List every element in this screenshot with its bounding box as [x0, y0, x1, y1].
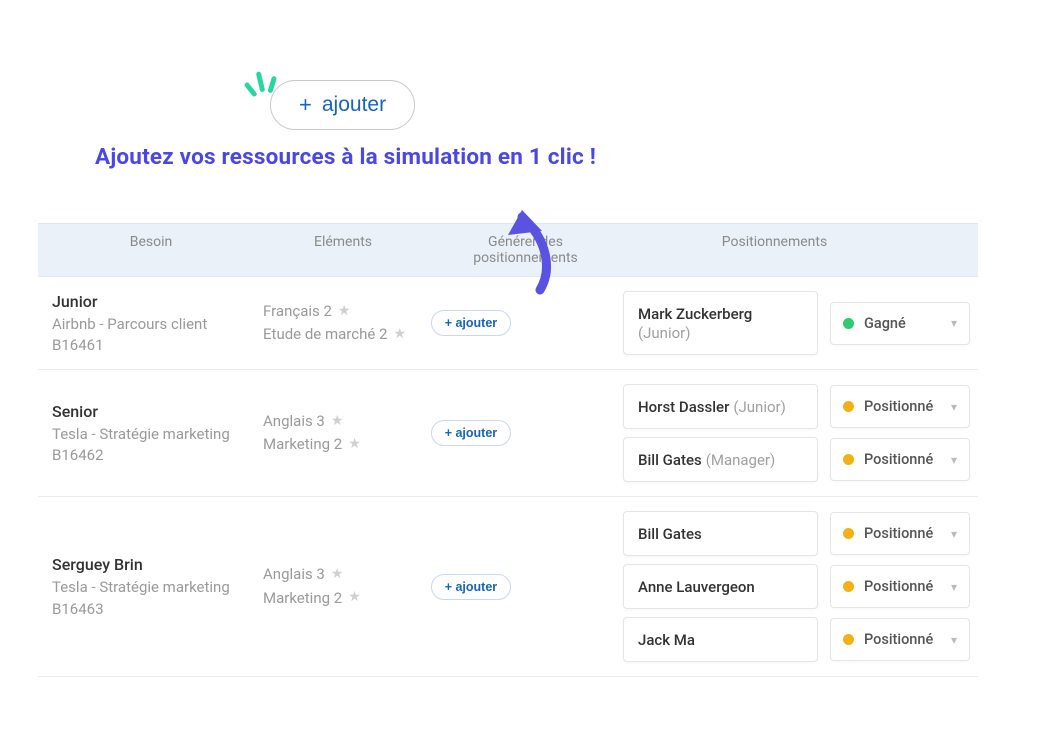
besoin-title: Junior	[52, 292, 247, 311]
table-body: Junior Airbnb - Parcours client B16461 F…	[38, 277, 978, 677]
besoin-code: B16462	[52, 446, 247, 464]
star-icon: ★	[331, 564, 344, 586]
chevron-down-icon: ▾	[951, 453, 957, 467]
status-select[interactable]: Gagné ▾	[830, 302, 970, 345]
besoin-sub: Tesla - Stratégie marketing	[52, 577, 247, 597]
status-select[interactable]: Positionné ▾	[830, 618, 970, 661]
element-tag: Etude de marché 2	[263, 323, 387, 346]
status-dot-icon	[843, 634, 854, 645]
star-icon: ★	[393, 324, 406, 346]
chevron-down-icon: ▾	[951, 527, 957, 541]
status-label: Positionné	[864, 631, 941, 648]
person-card[interactable]: Anne Lauvergeon	[623, 564, 818, 609]
person-name: Bill Gates	[638, 451, 702, 469]
element-tag: Anglais 3	[263, 563, 325, 586]
status-dot-icon	[843, 454, 854, 465]
status-select[interactable]: Positionné ▾	[830, 565, 970, 608]
element-tag: Marketing 2	[263, 433, 342, 456]
status-dot-icon	[843, 401, 854, 412]
plus-icon: +	[299, 94, 312, 116]
status-label: Positionné	[864, 525, 941, 542]
chevron-down-icon: ▾	[951, 633, 957, 647]
chevron-down-icon: ▾	[951, 316, 957, 330]
status-select[interactable]: Positionné ▾	[830, 438, 970, 481]
person-role: (Junior)	[733, 398, 786, 416]
header-elements: Eléments	[258, 224, 428, 276]
header-positionnements: Positionnements	[623, 224, 978, 276]
person-name: Mark Zuckerberg	[638, 305, 752, 323]
besoin-code: B16461	[52, 336, 247, 354]
star-icon: ★	[348, 434, 361, 456]
status-select[interactable]: Positionné ▾	[830, 385, 970, 428]
besoin-code: B16463	[52, 600, 247, 618]
status-dot-icon	[843, 581, 854, 592]
add-button[interactable]: + ajouter	[431, 310, 511, 336]
status-label: Positionné	[864, 451, 941, 468]
person-card[interactable]: Horst Dassler (Junior)	[623, 384, 818, 429]
person-card[interactable]: Mark Zuckerberg (Junior)	[623, 291, 818, 355]
curve-arrow-icon	[490, 195, 570, 295]
table-row: Senior Tesla - Stratégie marketing B1646…	[38, 370, 978, 497]
status-label: Positionné	[864, 398, 941, 415]
star-icon: ★	[331, 411, 344, 433]
add-button[interactable]: + ajouter	[431, 574, 511, 600]
besoin-title: Serguey Brin	[52, 555, 247, 574]
person-role: (Junior)	[638, 324, 691, 342]
chevron-down-icon: ▾	[951, 400, 957, 414]
person-name: Bill Gates	[638, 525, 702, 543]
element-tag: Marketing 2	[263, 587, 342, 610]
person-card[interactable]: Jack Ma	[623, 617, 818, 662]
person-name: Jack Ma	[638, 631, 695, 649]
chevron-down-icon: ▾	[951, 580, 957, 594]
besoin-sub: Tesla - Stratégie marketing	[52, 424, 247, 444]
star-icon: ★	[338, 301, 351, 323]
person-role: (Manager)	[706, 451, 776, 469]
status-dot-icon	[843, 318, 854, 329]
header-besoin: Besoin	[38, 224, 258, 276]
element-tag: Anglais 3	[263, 410, 325, 433]
sparkle-icon	[238, 58, 283, 103]
status-dot-icon	[843, 528, 854, 539]
star-icon: ★	[348, 587, 361, 609]
element-tag: Français 2	[263, 300, 332, 323]
status-select[interactable]: Positionné ▾	[830, 512, 970, 555]
besoin-title: Senior	[52, 402, 247, 421]
status-label: Gagné	[864, 315, 941, 332]
person-name: Anne Lauvergeon	[638, 578, 755, 596]
besoin-sub: Airbnb - Parcours client	[52, 314, 247, 334]
person-card[interactable]: Bill Gates	[623, 511, 818, 556]
hero-add-button[interactable]: + ajouter	[270, 80, 415, 130]
status-label: Positionné	[864, 578, 941, 595]
person-name: Horst Dassler	[638, 398, 729, 416]
person-card[interactable]: Bill Gates (Manager)	[623, 437, 818, 482]
hero-title: Ajoutez vos ressources à la simulation e…	[95, 144, 795, 170]
table-row: Serguey Brin Tesla - Stratégie marketing…	[38, 497, 978, 677]
hero-add-label: ajouter	[322, 93, 386, 117]
add-button[interactable]: + ajouter	[431, 420, 511, 446]
